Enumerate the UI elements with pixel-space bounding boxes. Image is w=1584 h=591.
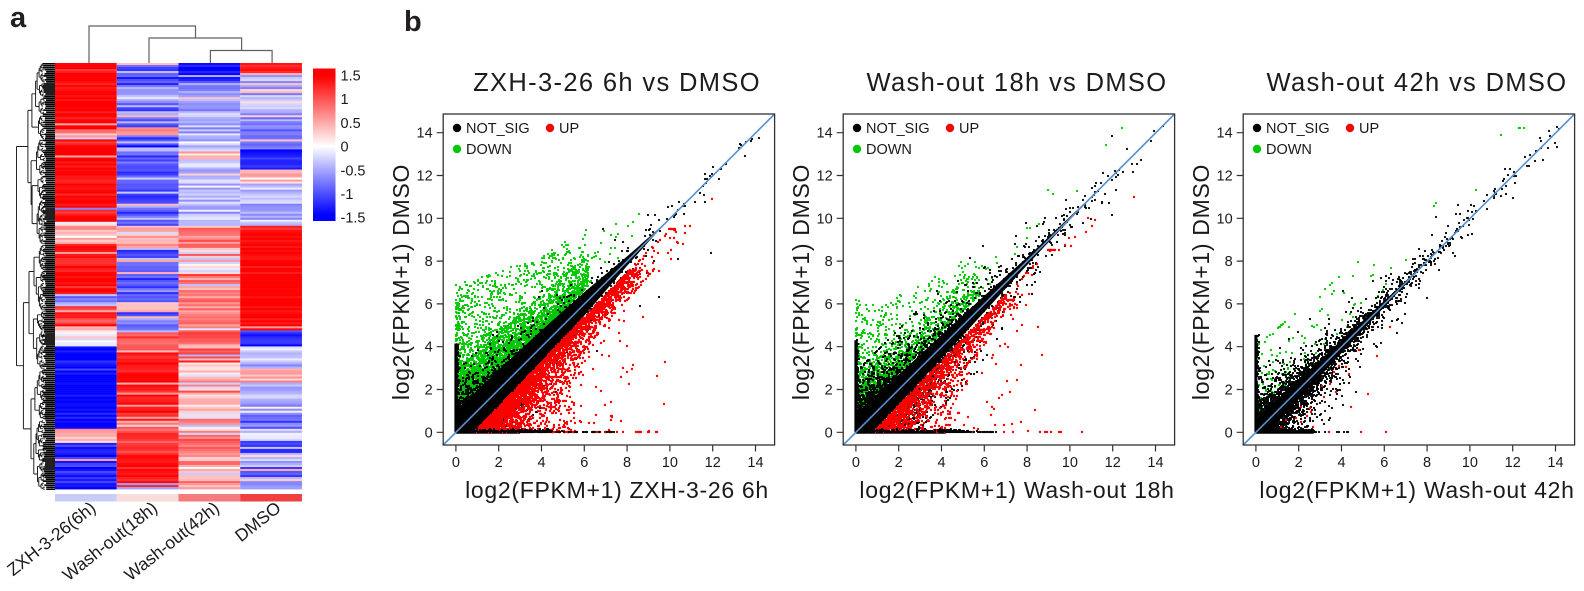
svg-text:log2(FPKM+1) Wash-out 18h: log2(FPKM+1) Wash-out 18h <box>859 477 1174 503</box>
svg-text:NOT_SIG: NOT_SIG <box>866 121 930 137</box>
svg-text:0: 0 <box>825 425 833 441</box>
svg-text:NOT_SIG: NOT_SIG <box>1266 121 1330 137</box>
svg-text:14: 14 <box>1217 126 1233 142</box>
svg-text:8: 8 <box>1225 254 1233 270</box>
svg-text:2: 2 <box>1225 383 1233 399</box>
svg-text:12: 12 <box>1105 455 1121 471</box>
svg-text:0: 0 <box>341 140 349 156</box>
svg-text:2: 2 <box>425 383 433 399</box>
svg-text:UP: UP <box>559 121 579 137</box>
svg-text:-1: -1 <box>341 187 354 203</box>
svg-text:log2(FPKM+1) Wash-out 42h: log2(FPKM+1) Wash-out 42h <box>1259 477 1574 503</box>
svg-text:12: 12 <box>1217 169 1233 185</box>
svg-text:14: 14 <box>747 455 763 471</box>
svg-text:4: 4 <box>937 455 945 471</box>
svg-text:4: 4 <box>1337 455 1345 471</box>
svg-text:10: 10 <box>662 455 678 471</box>
svg-text:8: 8 <box>825 254 833 270</box>
svg-text:8: 8 <box>1423 455 1431 471</box>
svg-text:14: 14 <box>417 126 433 142</box>
svg-text:0: 0 <box>852 455 860 471</box>
svg-text:2: 2 <box>1295 455 1303 471</box>
svg-text:4: 4 <box>537 455 545 471</box>
svg-text:0: 0 <box>1252 455 1260 471</box>
svg-text:1: 1 <box>341 92 349 108</box>
svg-text:DOWN: DOWN <box>466 142 512 158</box>
svg-text:Wash-out 18h vs DMSO: Wash-out 18h vs DMSO <box>867 69 1168 97</box>
svg-text:ZXH-3-26 6h vs DMSO: ZXH-3-26 6h vs DMSO <box>473 69 761 97</box>
svg-text:10: 10 <box>1217 211 1233 227</box>
svg-text:0: 0 <box>1225 425 1233 441</box>
svg-text:UP: UP <box>1359 121 1379 137</box>
svg-text:12: 12 <box>817 169 833 185</box>
svg-text:6: 6 <box>980 455 988 471</box>
svg-text:UP: UP <box>959 121 979 137</box>
svg-text:Wash-out 42h vs DMSO: Wash-out 42h vs DMSO <box>1267 69 1568 97</box>
svg-text:log2(FPKM+1) DMSO: log2(FPKM+1) DMSO <box>388 164 414 400</box>
svg-text:14: 14 <box>817 126 833 142</box>
svg-text:10: 10 <box>417 211 433 227</box>
svg-text:2: 2 <box>825 383 833 399</box>
svg-text:6: 6 <box>580 455 588 471</box>
svg-text:14: 14 <box>1147 455 1163 471</box>
svg-text:DOWN: DOWN <box>1266 142 1312 158</box>
svg-text:0: 0 <box>452 455 460 471</box>
svg-text:4: 4 <box>425 340 433 356</box>
svg-text:2: 2 <box>895 455 903 471</box>
svg-text:4: 4 <box>1225 340 1233 356</box>
svg-text:1.5: 1.5 <box>341 69 361 85</box>
svg-text:10: 10 <box>817 211 833 227</box>
svg-text:6: 6 <box>825 297 833 313</box>
svg-text:a: a <box>10 2 27 34</box>
svg-text:log2(FPKM+1) DMSO: log2(FPKM+1) DMSO <box>1188 164 1214 400</box>
svg-text:log2(FPKM+1) ZXH-3-26 6h: log2(FPKM+1) ZXH-3-26 6h <box>465 477 769 503</box>
svg-text:-1.5: -1.5 <box>341 211 366 227</box>
svg-text:12: 12 <box>705 455 721 471</box>
svg-text:-0.5: -0.5 <box>341 163 366 179</box>
svg-text:6: 6 <box>1380 455 1388 471</box>
svg-text:NOT_SIG: NOT_SIG <box>466 121 530 137</box>
svg-text:8: 8 <box>623 455 631 471</box>
svg-text:0: 0 <box>425 425 433 441</box>
svg-text:8: 8 <box>1023 455 1031 471</box>
svg-text:6: 6 <box>425 297 433 313</box>
svg-text:4: 4 <box>825 340 833 356</box>
svg-text:0.5: 0.5 <box>341 116 361 132</box>
svg-text:log2(FPKM+1) DMSO: log2(FPKM+1) DMSO <box>788 164 814 400</box>
svg-text:b: b <box>404 6 422 38</box>
svg-text:2: 2 <box>495 455 503 471</box>
svg-text:10: 10 <box>1462 455 1478 471</box>
svg-text:12: 12 <box>1505 455 1521 471</box>
svg-text:12: 12 <box>417 169 433 185</box>
svg-text:6: 6 <box>1225 297 1233 313</box>
svg-text:DOWN: DOWN <box>866 142 912 158</box>
svg-text:14: 14 <box>1547 455 1563 471</box>
svg-text:10: 10 <box>1062 455 1078 471</box>
svg-text:8: 8 <box>425 254 433 270</box>
